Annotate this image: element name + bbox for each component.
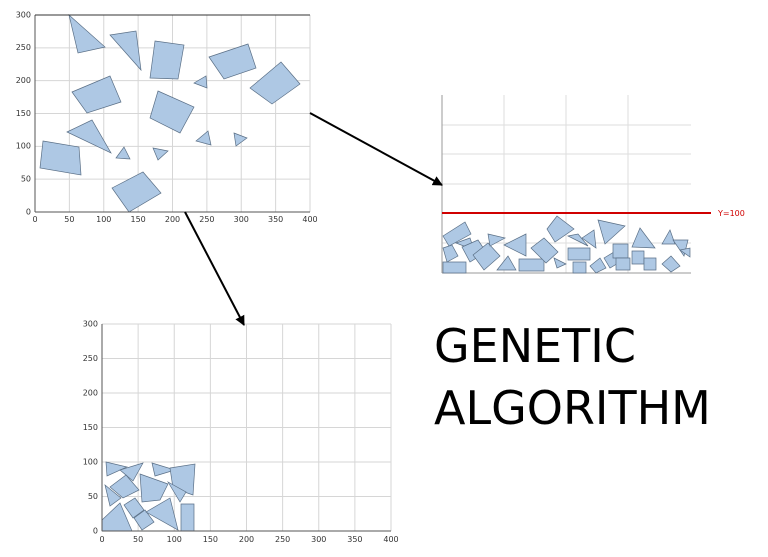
x-tick-label: 350: [268, 215, 283, 224]
shape: [68, 14, 106, 54]
title-line: GENETIC: [434, 319, 636, 373]
x-tick-label: 300: [234, 215, 249, 224]
y-tick-label: 100: [16, 142, 31, 151]
shape: [66, 119, 112, 154]
shape: [133, 509, 155, 531]
shape: [123, 497, 145, 519]
x-tick-label: 400: [302, 215, 317, 224]
x-tick-label: 100: [96, 215, 111, 224]
x-tick-label: 300: [311, 535, 326, 544]
y-tick-label: 50: [21, 175, 31, 184]
shape: [71, 75, 122, 114]
y-tick-label: 150: [83, 423, 98, 432]
y-tick-label: 50: [88, 492, 98, 501]
x-tick-label: 50: [133, 535, 143, 544]
shape: [152, 147, 169, 161]
x-tick-label: 150: [203, 535, 218, 544]
shape: [115, 146, 131, 160]
x-tick-label: 350: [347, 535, 362, 544]
shape: [145, 497, 179, 531]
x-tick-label: 150: [130, 215, 145, 224]
x-tick-label: 400: [383, 535, 398, 544]
shape: [249, 61, 301, 105]
x-tick-label: 200: [165, 215, 180, 224]
y-tick-label: 200: [16, 76, 31, 85]
shape: [180, 503, 195, 532]
shape: [149, 90, 195, 134]
title-line: ALGORITHM: [434, 381, 711, 435]
y-tick-label: 100: [83, 458, 98, 467]
arrow: [184, 211, 245, 326]
shape: [139, 473, 169, 503]
shape: [193, 75, 208, 89]
x-tick-label: 100: [167, 535, 182, 544]
shape: [233, 132, 248, 147]
x-tick-label: 50: [64, 215, 74, 224]
threshold-label: Y=100: [717, 209, 745, 218]
shape: [109, 474, 140, 499]
y-tick-label: 0: [93, 527, 98, 536]
x-tick-label: 250: [199, 215, 214, 224]
shape: [105, 461, 129, 477]
shape: [149, 40, 185, 80]
arrow: [309, 112, 443, 186]
y-tick-label: 150: [16, 109, 31, 118]
shape: [151, 462, 177, 477]
shape: [195, 130, 212, 146]
y-tick-label: 250: [83, 354, 98, 363]
y-tick-label: 300: [16, 10, 31, 19]
x-tick-label: 0: [99, 535, 104, 544]
y-tick-label: 250: [16, 43, 31, 52]
x-tick-label: 250: [275, 535, 290, 544]
x-tick-label: 0: [32, 215, 37, 224]
shape: [208, 43, 257, 80]
packed-plot: Y=100: [441, 95, 745, 274]
shape: [104, 484, 122, 507]
y-tick-label: 200: [83, 389, 98, 398]
initial-plot: 0 50 100 150 200 250 300 350 400 0 50 100 150 200 250 3…: [16, 10, 318, 224]
y-tick-label: 300: [83, 320, 98, 329]
x-tick-label: 200: [239, 535, 254, 544]
shape: [167, 481, 187, 503]
shape: [109, 30, 142, 72]
shape: [111, 171, 162, 213]
result-plot: 0 50 100 150 200 250 300 350 400 0 50 100 150 200 250 3…: [83, 320, 399, 544]
shape: [39, 140, 82, 176]
y-tick-label: 0: [26, 207, 31, 216]
